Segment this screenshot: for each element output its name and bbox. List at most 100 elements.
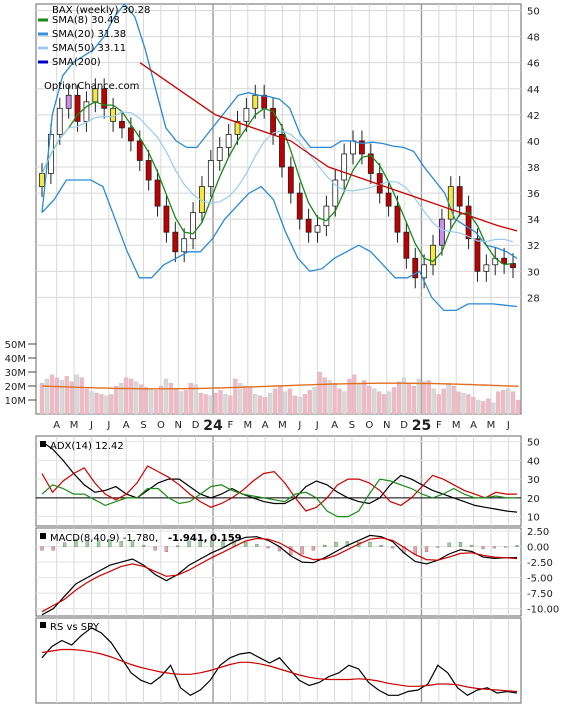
price-tick-label: 40 [527, 137, 540, 148]
watermark: OptionChance.com [44, 81, 139, 92]
volume-bar [262, 397, 268, 415]
volume-bar [401, 377, 407, 415]
month-label: S [140, 420, 146, 431]
month-label: D [400, 420, 408, 431]
volume-bar [208, 395, 213, 415]
macd-histogram-bar [266, 546, 270, 549]
macd-tick-label: -10.00 [527, 605, 559, 616]
macd-histogram-bar [390, 546, 395, 549]
candle [279, 133, 285, 168]
candle [56, 107, 63, 135]
volume-bar [317, 371, 322, 415]
month-label: O [157, 420, 165, 431]
macd-histogram-bar [481, 546, 485, 549]
macd-histogram-bar [187, 540, 191, 547]
candle [83, 101, 90, 122]
volume-bar [486, 398, 491, 415]
volume-bar [59, 380, 64, 415]
volume-bar [481, 401, 486, 415]
macd-tick-label: -7.50 [527, 589, 553, 600]
macd-histogram-bar [62, 542, 67, 547]
candle [145, 160, 152, 181]
volume-bar [277, 385, 283, 415]
volume-bar [362, 380, 367, 415]
adx-tick-label: 30 [527, 475, 540, 486]
panel-marker [40, 533, 46, 539]
macd-histogram-bar [142, 544, 146, 547]
macd-histogram-bar [164, 546, 169, 552]
candle [39, 173, 45, 187]
price-tick-label: 50 [527, 7, 540, 18]
volume-bar [496, 391, 501, 415]
volume-bar [223, 394, 228, 415]
candle [163, 205, 170, 233]
volume-bar [84, 388, 89, 415]
volume-bar [49, 374, 55, 415]
volume-bar [292, 395, 298, 415]
candle [465, 205, 472, 240]
volume-bar [505, 388, 511, 415]
candle [65, 94, 72, 109]
macd-histogram-bar [289, 546, 293, 555]
volume-bar [332, 383, 337, 415]
legend-label: SMA(50) 33.11 [52, 43, 126, 54]
month-label: S [349, 420, 355, 431]
price-panel [35, 3, 522, 415]
macd-histogram-bar [198, 540, 202, 547]
macd-histogram-bar [74, 539, 78, 547]
macd-histogram-bar [130, 540, 135, 547]
macd-series-line [41, 537, 518, 613]
panel-marker [40, 622, 46, 628]
candle [101, 88, 108, 109]
macd-histogram-bar [515, 545, 519, 547]
sma8-line [41, 101, 514, 266]
volume-bar [99, 394, 104, 415]
volume-bar [267, 392, 273, 415]
volume-bar [312, 387, 317, 415]
month-label: D [192, 420, 200, 431]
volume-bar [104, 395, 109, 415]
macd-histogram-bar [379, 544, 383, 547]
volume-bar [386, 391, 392, 415]
macd-tick-label: 0.00 [527, 543, 549, 554]
macd-histogram-bar [51, 546, 55, 551]
year-label: 24 [203, 418, 223, 434]
candle [172, 231, 179, 253]
macd-histogram-bar [209, 540, 214, 547]
candle [74, 94, 81, 122]
macd-histogram-bar [447, 542, 451, 547]
volume-bar [337, 388, 342, 415]
adx-tick-label: 50 [527, 438, 540, 449]
candle [341, 153, 348, 181]
price-tick-label: 28 [527, 293, 540, 304]
candle [385, 192, 392, 207]
macd-histogram-bar [96, 540, 101, 547]
volume-bar [54, 377, 59, 415]
candle [252, 94, 259, 109]
adx-series-line [41, 478, 517, 518]
volume-bar [89, 391, 94, 415]
macd-histogram-bar [85, 540, 89, 547]
macd-histogram-bar [255, 544, 259, 547]
volume-bar [501, 390, 506, 415]
volume-bar [456, 391, 461, 415]
volume-bar [446, 383, 451, 415]
bollinger-upper-line [41, 2, 518, 259]
adx-label: ADX(14) 12.42 [50, 441, 124, 452]
candle [119, 120, 125, 129]
candle [314, 225, 321, 233]
macd-histogram-bar [504, 546, 508, 548]
candle [136, 140, 143, 161]
year-label: 25 [412, 418, 431, 434]
month-label: M [70, 420, 79, 431]
macd-histogram-bar [424, 546, 429, 552]
bollinger-lower-line [41, 179, 518, 312]
candle [216, 147, 223, 161]
adx-series-line [41, 441, 518, 513]
candle [261, 94, 268, 109]
macd-histogram-bar [368, 541, 372, 547]
volume-bar [357, 383, 362, 415]
macd-histogram-bar [470, 544, 474, 547]
volume-bar [74, 374, 79, 415]
